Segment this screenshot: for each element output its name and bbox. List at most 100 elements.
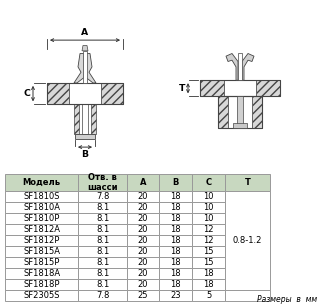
- Text: SF1818A: SF1818A: [23, 269, 60, 278]
- Bar: [47, 83, 123, 104]
- Bar: [228, 96, 252, 128]
- Text: 0.8-1.2: 0.8-1.2: [233, 236, 262, 245]
- Text: 8.1: 8.1: [96, 247, 109, 256]
- Bar: [91, 104, 96, 134]
- Text: 20: 20: [138, 258, 148, 267]
- Bar: [192, 202, 225, 213]
- Bar: [192, 246, 225, 257]
- Bar: [252, 96, 262, 128]
- Bar: [159, 224, 192, 235]
- Bar: [159, 202, 192, 213]
- Bar: [5, 290, 79, 301]
- Bar: [127, 202, 159, 213]
- Bar: [79, 246, 127, 257]
- Text: 18: 18: [170, 269, 181, 278]
- Bar: [5, 279, 79, 290]
- Bar: [233, 123, 247, 128]
- Text: 18: 18: [170, 247, 181, 256]
- Bar: [159, 213, 192, 224]
- Text: 15: 15: [203, 247, 214, 256]
- Polygon shape: [242, 53, 254, 80]
- Text: SF1818P: SF1818P: [24, 280, 60, 289]
- Text: 18: 18: [170, 258, 181, 267]
- Text: B: B: [81, 150, 89, 159]
- Bar: [237, 96, 243, 128]
- Bar: [79, 191, 127, 202]
- Text: B: B: [173, 178, 179, 187]
- Bar: [5, 268, 79, 279]
- Bar: [159, 257, 192, 268]
- Text: SF1810P: SF1810P: [24, 214, 60, 223]
- Bar: [5, 213, 79, 224]
- Text: 20: 20: [138, 269, 148, 278]
- Bar: [159, 191, 192, 202]
- Bar: [159, 279, 192, 290]
- Text: 8.1: 8.1: [96, 203, 109, 212]
- Text: 5: 5: [206, 291, 211, 300]
- Text: SF2305S: SF2305S: [24, 291, 60, 300]
- Text: A: A: [81, 28, 89, 38]
- Text: 8.1: 8.1: [96, 236, 109, 245]
- Text: C: C: [205, 178, 212, 187]
- Text: 18: 18: [203, 269, 214, 278]
- Bar: [5, 191, 79, 202]
- Text: 20: 20: [138, 247, 148, 256]
- Bar: [192, 174, 225, 191]
- Bar: [5, 257, 79, 268]
- Bar: [127, 224, 159, 235]
- Bar: [79, 290, 127, 301]
- Text: 25: 25: [138, 291, 148, 300]
- Text: Размеры  в  мм: Размеры в мм: [257, 295, 317, 303]
- Text: 12: 12: [203, 225, 214, 234]
- Bar: [101, 83, 123, 104]
- Bar: [127, 257, 159, 268]
- Bar: [79, 235, 127, 246]
- Bar: [192, 290, 225, 301]
- Bar: [79, 268, 127, 279]
- Text: 20: 20: [138, 225, 148, 234]
- Text: 20: 20: [138, 192, 148, 201]
- Text: SF1810A: SF1810A: [23, 203, 60, 212]
- Bar: [159, 235, 192, 246]
- Bar: [238, 53, 242, 80]
- Text: 18: 18: [170, 214, 181, 223]
- Bar: [159, 174, 192, 191]
- Bar: [74, 104, 79, 134]
- Bar: [127, 235, 159, 246]
- Text: 8.1: 8.1: [96, 269, 109, 278]
- Bar: [159, 268, 192, 279]
- Text: 18: 18: [170, 236, 181, 245]
- Bar: [192, 235, 225, 246]
- Bar: [218, 96, 262, 128]
- Bar: [256, 80, 280, 96]
- Text: 23: 23: [170, 291, 181, 300]
- Text: 10: 10: [203, 192, 214, 201]
- Bar: [200, 80, 280, 96]
- Text: Отв. в
шасси: Отв. в шасси: [87, 173, 118, 192]
- Bar: [5, 224, 79, 235]
- Text: 18: 18: [203, 280, 214, 289]
- Bar: [159, 290, 192, 301]
- Bar: [75, 134, 95, 139]
- Bar: [79, 257, 127, 268]
- Polygon shape: [86, 53, 96, 83]
- Bar: [200, 80, 224, 96]
- Text: 10: 10: [203, 214, 214, 223]
- Bar: [192, 224, 225, 235]
- Text: 7.8: 7.8: [96, 192, 109, 201]
- Bar: [127, 290, 159, 301]
- Text: SF1815A: SF1815A: [23, 247, 60, 256]
- Bar: [5, 202, 79, 213]
- Bar: [79, 202, 127, 213]
- Text: T: T: [244, 178, 251, 187]
- Bar: [192, 279, 225, 290]
- Text: T: T: [178, 84, 185, 93]
- Text: SF1812P: SF1812P: [24, 236, 60, 245]
- Text: 10: 10: [203, 203, 214, 212]
- Polygon shape: [74, 53, 84, 83]
- Bar: [225, 191, 270, 290]
- Text: SF1815P: SF1815P: [24, 258, 60, 267]
- Bar: [69, 83, 101, 104]
- Text: 15: 15: [203, 258, 214, 267]
- Text: 20: 20: [138, 236, 148, 245]
